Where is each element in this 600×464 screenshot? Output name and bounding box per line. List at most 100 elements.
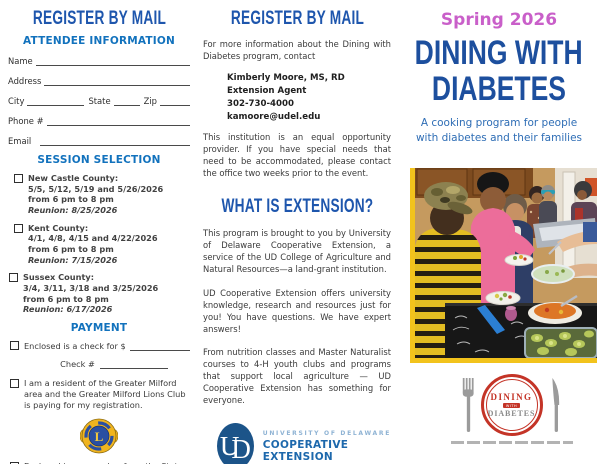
address-field: Address bbox=[8, 74, 190, 86]
email-label: Email bbox=[8, 136, 32, 146]
cover-subtitle: A cooking program for people with diabet… bbox=[398, 116, 600, 145]
sussex-checkbox[interactable] bbox=[9, 273, 18, 283]
cover-subtitle-line2: with diabetes and their families bbox=[415, 132, 583, 145]
buffet-photo bbox=[410, 168, 597, 363]
cooperative-label: COOPERATIVE bbox=[262, 438, 349, 451]
svg-text:L: L bbox=[95, 429, 104, 444]
lions-club-emblem-icon: L bbox=[80, 418, 118, 454]
city-label: City bbox=[8, 96, 25, 106]
name-field: Name bbox=[8, 54, 190, 66]
address-label: Address bbox=[8, 76, 42, 86]
check-amount-line[interactable] bbox=[129, 340, 190, 351]
phone-field: Phone # bbox=[8, 114, 190, 126]
extension-label: EXTENSION bbox=[262, 450, 334, 463]
voucher-checkbox[interactable] bbox=[10, 462, 19, 464]
dwd-plate-icon: DINING WITH DIABETES bbox=[480, 374, 543, 436]
check-option-label: Enclosed is a check for $ bbox=[24, 340, 126, 351]
check-number-label: Check # bbox=[60, 358, 95, 369]
session-time: from 6 pm to 8 pm bbox=[23, 293, 109, 304]
address-input-line[interactable] bbox=[44, 75, 190, 86]
left-register-title: REGISTER BY MAIL bbox=[32, 8, 166, 29]
milford-option: I am a resident of the Greater Milford a… bbox=[10, 378, 190, 410]
phone-label: Phone # bbox=[8, 116, 44, 126]
check-number-row: Check # bbox=[38, 358, 190, 369]
cover-panel: Spring 2026 DINING WITH DIABETES A cooki… bbox=[398, 0, 600, 464]
contact-role: Extension Agent bbox=[227, 85, 307, 96]
cover-title: DINING WITH DIABETES bbox=[398, 34, 600, 108]
session-option-sussex: Sussex County: 3/4, 3/11, 3/18 and 3/25/… bbox=[9, 272, 190, 315]
session-dates: 3/4, 3/11, 3/18 and 3/25/2026 bbox=[23, 282, 159, 293]
ud-monogram-icon: U D bbox=[217, 423, 254, 464]
cover-title-line2: DIABETES bbox=[431, 69, 567, 108]
session-time: from 6 pm to 8 pm bbox=[28, 194, 114, 205]
contact-email: kamoore@udel.edu bbox=[227, 111, 321, 122]
voucher-option: Enclosed is my voucher from the State of… bbox=[10, 461, 190, 464]
milford-checkbox[interactable] bbox=[10, 378, 19, 388]
session-reunion: Reunion: 8/25/2026 bbox=[28, 204, 118, 215]
contact-intro: For more information about the Dining wi… bbox=[203, 39, 391, 61]
session-dates: 5/5, 5/12, 5/19 and 5/26/2026 bbox=[28, 183, 164, 194]
extension-paragraph-3: From nutrition classes and Master Natura… bbox=[203, 347, 391, 406]
city-input-line[interactable] bbox=[27, 95, 85, 106]
check-number-line[interactable] bbox=[99, 358, 168, 369]
voucher-option-text: Enclosed is my voucher from the State of… bbox=[24, 461, 190, 464]
cover-title-line1: DINING WITH bbox=[415, 34, 583, 72]
session-time: from 6 pm to 8 pm bbox=[28, 243, 114, 254]
voucher-text-pre: Enclosed is my voucher from the State of… bbox=[24, 461, 183, 464]
zip-input-line[interactable] bbox=[160, 95, 190, 106]
county-name: New Castle County: bbox=[28, 173, 119, 183]
what-is-extension-heading: WHAT IS EXTENSION? bbox=[221, 196, 373, 218]
university-of-delaware-label: UNIVERSITY OF DELAWARE bbox=[262, 429, 391, 437]
session-dates: 4/1, 4/8, 4/15 and 4/22/2026 bbox=[28, 233, 158, 244]
email-input-line[interactable] bbox=[40, 135, 190, 146]
attendee-information-heading: ATTENDEE INFORMATION bbox=[23, 35, 175, 47]
contact-name: Kimberly Moore, MS, RD bbox=[227, 72, 345, 83]
milford-option-text: I am a resident of the Greater Milford a… bbox=[24, 377, 186, 410]
city-state-zip-field: City State Zip bbox=[8, 94, 190, 106]
cover-subtitle-line1: A cooking program for people bbox=[420, 117, 578, 130]
middle-register-title: REGISTER BY MAIL bbox=[230, 8, 364, 29]
session-selection-heading: SESSION SELECTION bbox=[37, 154, 161, 166]
session-option-kent: Kent County: 4/1, 4/8, 4/15 and 4/22/202… bbox=[14, 223, 190, 266]
county-name: Kent County: bbox=[28, 222, 89, 233]
email-field: Email bbox=[8, 134, 190, 146]
lions-club-logo: L bbox=[8, 417, 190, 455]
name-input-line[interactable] bbox=[35, 55, 190, 66]
middle-panel: REGISTER BY MAIL For more information ab… bbox=[203, 8, 391, 464]
attendee-form: Name Address City State Zip Phone # Emai… bbox=[8, 54, 190, 146]
fork-icon bbox=[462, 378, 474, 432]
contact-phone: 302-730-4000 bbox=[227, 98, 294, 109]
kent-checkbox[interactable] bbox=[14, 223, 23, 233]
payment-heading: PAYMENT bbox=[70, 321, 128, 334]
ud-logo-text: UNIVERSITY OF DELAWARE COOPERATIVE EXTEN… bbox=[263, 430, 391, 463]
dwd-diabetes-text: DIABETES bbox=[487, 409, 536, 418]
session-reunion: Reunion: 7/15/2026 bbox=[28, 254, 118, 265]
ud-letter-d: D bbox=[231, 434, 251, 464]
phone-input-line[interactable] bbox=[46, 115, 190, 126]
session-reunion: Reunion: 6/17/2026 bbox=[23, 304, 113, 315]
ud-letter-u: U bbox=[219, 430, 240, 461]
left-panel: REGISTER BY MAIL ATTENDEE INFORMATION Na… bbox=[8, 8, 190, 464]
knife-icon bbox=[551, 378, 559, 432]
season-label: Spring 2026 bbox=[440, 10, 558, 30]
session-option-new-castle: New Castle County: 5/5, 5/12, 5/19 and 5… bbox=[14, 173, 190, 216]
extension-paragraph-2: UD Cooperative Extension offers universi… bbox=[203, 287, 391, 334]
payment-check-option: Enclosed is a check for $ bbox=[10, 340, 190, 351]
contact-block: Kimberly Moore, MS, RD Extension Agent 3… bbox=[227, 72, 391, 124]
ud-cooperative-extension-logo: U D UNIVERSITY OF DELAWARE COOPERATIVE E… bbox=[217, 423, 391, 464]
dwd-logo-fineprint bbox=[450, 441, 573, 444]
state-label: State bbox=[88, 96, 111, 106]
dining-with-diabetes-logo: DINING WITH DIABETES bbox=[444, 374, 579, 444]
buffet-photo-illustration bbox=[415, 168, 597, 358]
dwd-with-text: WITH bbox=[502, 403, 521, 408]
equal-opportunity-text: This institution is an equal opportunity… bbox=[203, 132, 391, 179]
new-castle-checkbox[interactable] bbox=[14, 174, 23, 183]
name-label: Name bbox=[8, 56, 33, 66]
county-name: Sussex County: bbox=[23, 272, 94, 283]
dwd-dining-text: DINING bbox=[490, 392, 533, 402]
extension-paragraph-1: This program is brought to you by Univer… bbox=[203, 228, 391, 274]
check-payment-checkbox[interactable] bbox=[10, 340, 19, 350]
state-input-line[interactable] bbox=[113, 95, 140, 106]
zip-label: Zip bbox=[143, 96, 157, 106]
